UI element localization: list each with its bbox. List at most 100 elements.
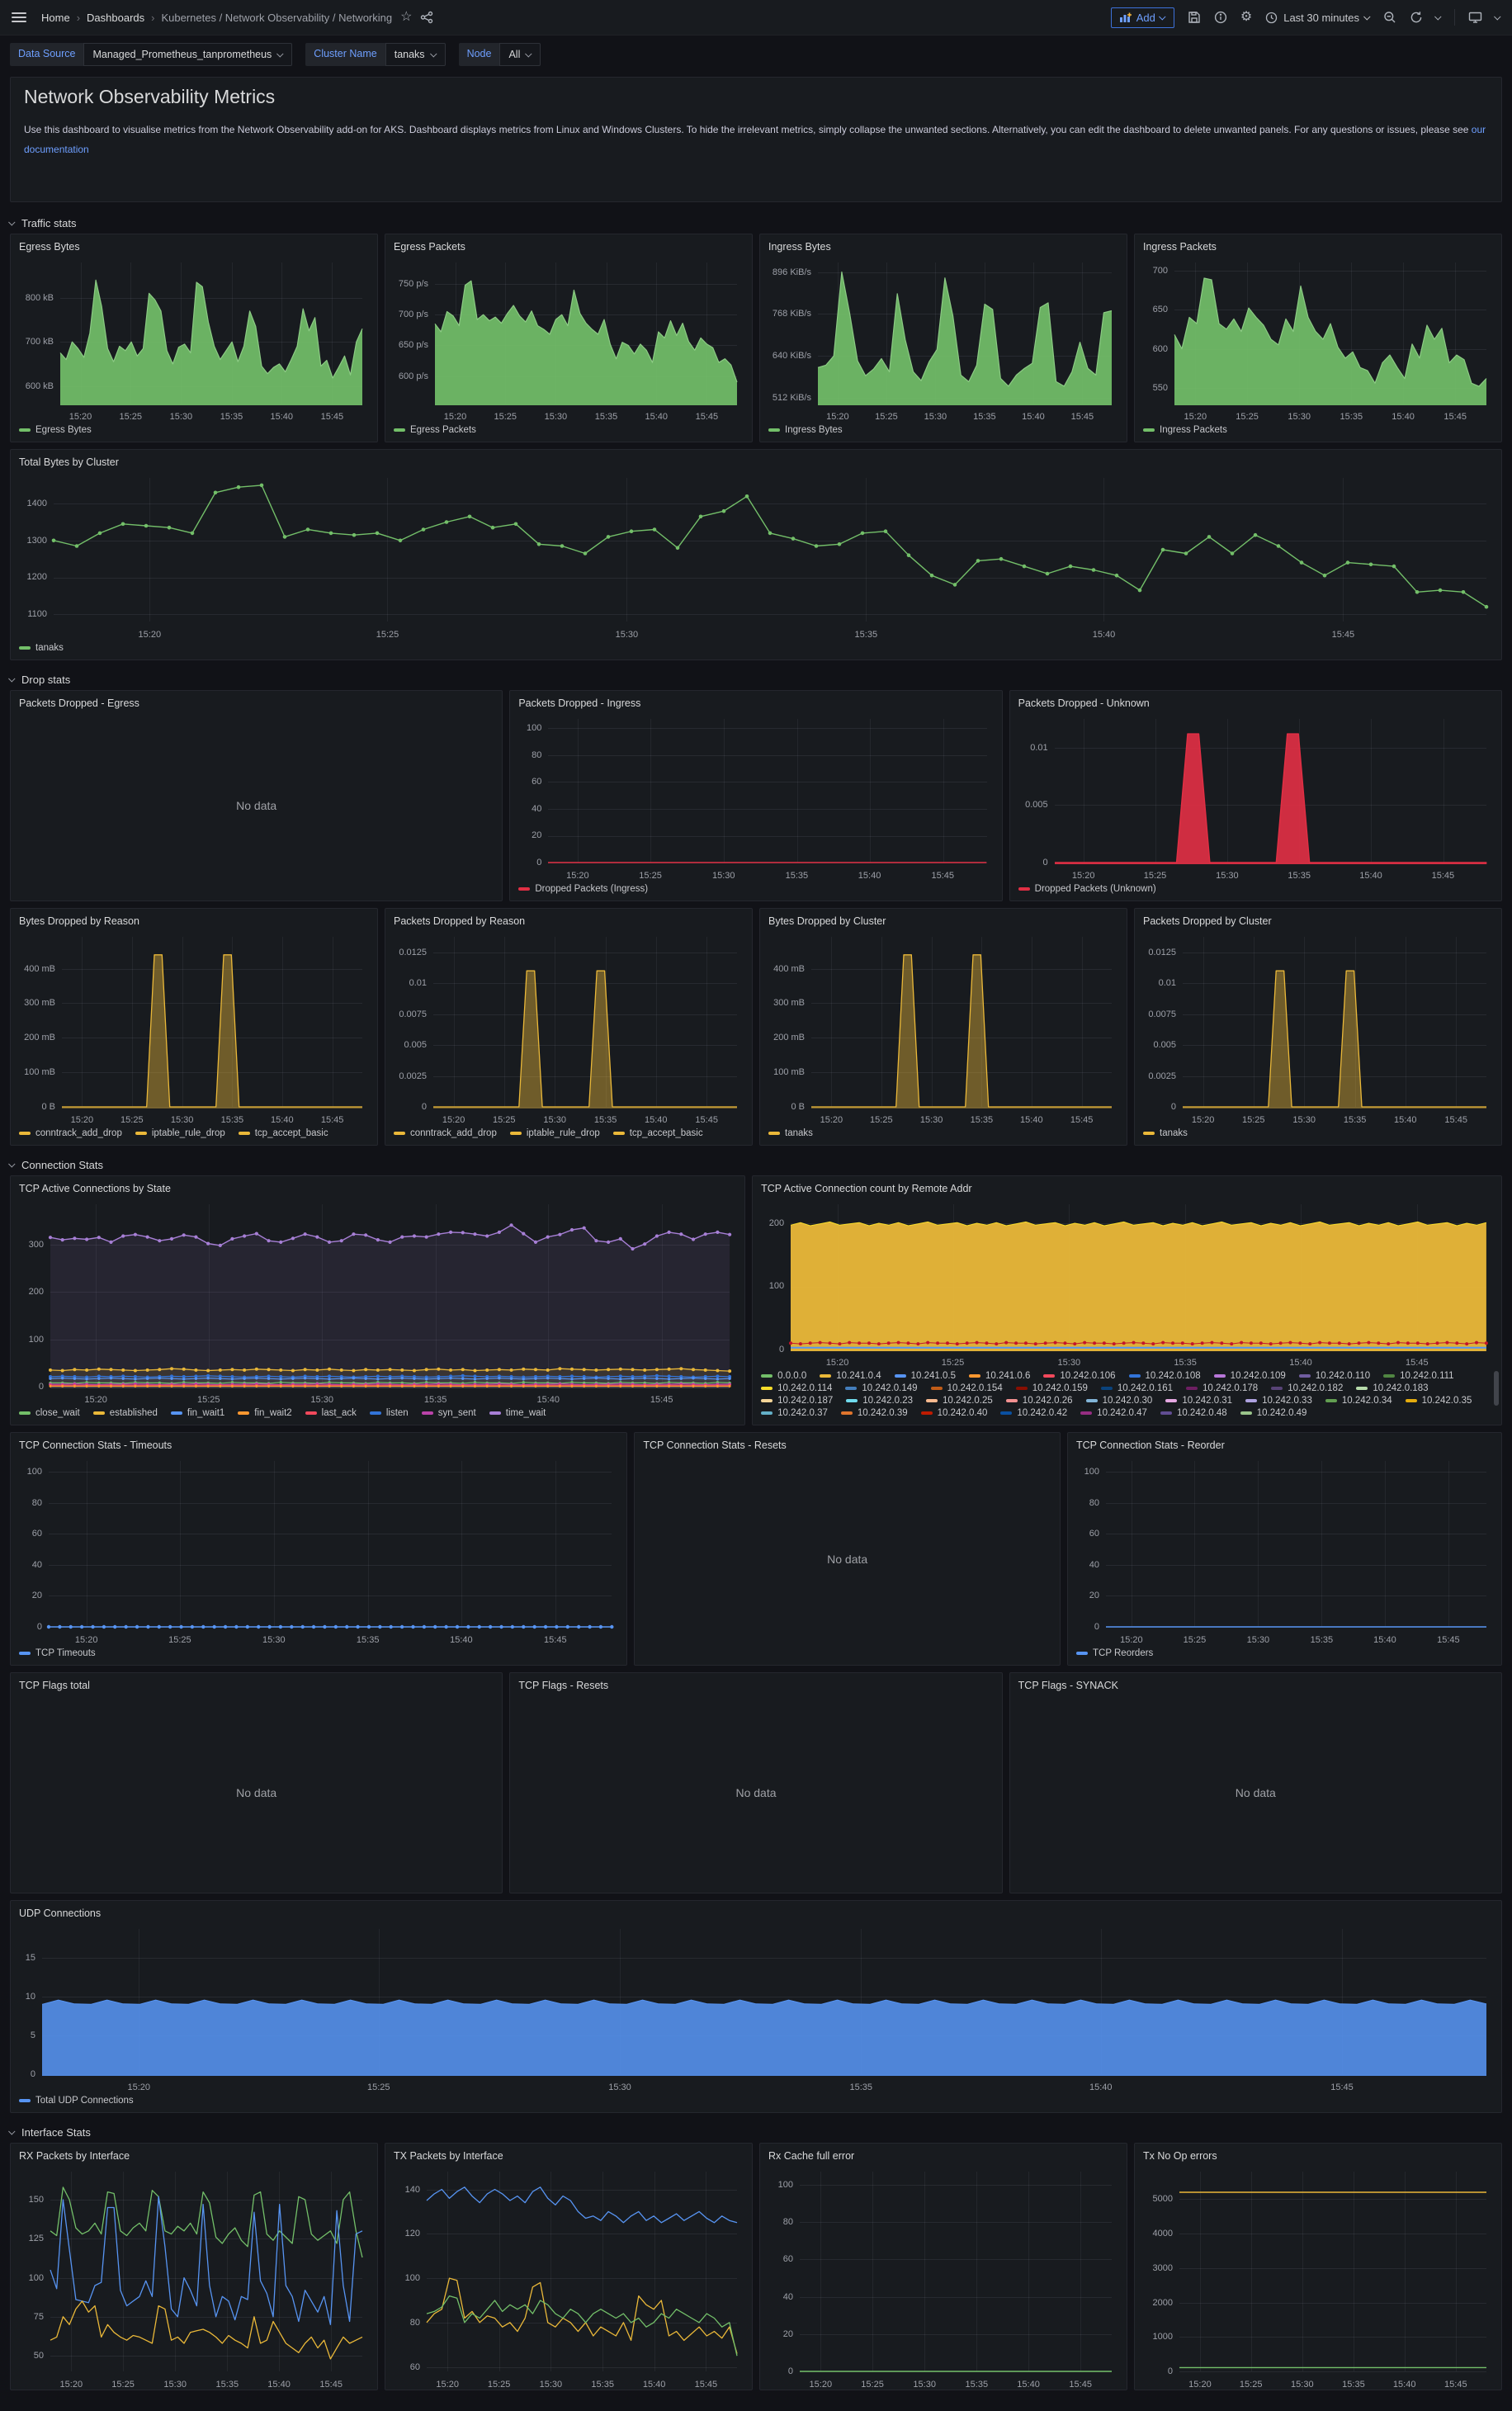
cluster-name-select[interactable]: tanaks <box>385 43 446 66</box>
legend-item[interactable]: 10.242.0.35 <box>1405 1396 1472 1406</box>
legend-item[interactable]: conntrack_add_drop <box>19 1128 122 1138</box>
panel-title[interactable]: TCP Flags - SYNACK <box>1018 1680 1118 1691</box>
legend-item[interactable]: TCP Reorders <box>1076 1648 1153 1658</box>
legend-item[interactable]: 10.242.0.182 <box>1271 1383 1343 1393</box>
plot-region[interactable] <box>426 2172 738 2371</box>
plot-region[interactable] <box>800 2172 1112 2372</box>
legend-item[interactable]: 10.241.0.6 <box>969 1371 1030 1381</box>
plot-region[interactable] <box>51 478 1489 622</box>
legend-item[interactable]: iptable_rule_drop <box>509 1128 600 1138</box>
legend-item[interactable]: Ingress Packets <box>1143 425 1227 435</box>
legend-item[interactable]: time_wait <box>489 1408 546 1418</box>
data-source-select[interactable]: Managed_Prometheus_tanprometheus <box>83 43 293 66</box>
chart-plot-area[interactable]: 0 B 100 mB 200 mB 300 mB 400 mB 15:20 15:25 15:… <box>767 930 1120 1125</box>
chart-plot-area[interactable]: 0 5 10 15 15:20 15:25 15:30 15:35 15:40 15:45 <box>17 1922 1495 2092</box>
legend-item[interactable]: 10.242.0.49 <box>1240 1408 1306 1418</box>
legend-item[interactable]: 10.242.0.34 <box>1325 1396 1392 1406</box>
menu-icon[interactable] <box>12 12 26 22</box>
section-drop-stats[interactable]: Drop stats <box>0 667 1512 690</box>
legend-item[interactable]: 10.241.0.4 <box>820 1371 881 1381</box>
refresh-icon[interactable] <box>1410 11 1423 24</box>
panel-title[interactable]: TX Packets by Interface <box>394 2150 503 2162</box>
legend-item[interactable]: tanaks <box>768 1128 813 1138</box>
legend-item[interactable]: conntrack_add_drop <box>394 1128 497 1138</box>
legend-item[interactable]: tcp_accept_basic <box>612 1128 703 1138</box>
legend-item[interactable]: syn_sent <box>421 1408 476 1418</box>
legend-item[interactable]: 10.242.0.106 <box>1043 1371 1116 1381</box>
panel-title[interactable]: Bytes Dropped by Cluster <box>768 915 886 927</box>
panel-title[interactable]: TCP Active Connection count by Remote Ad… <box>761 1183 972 1194</box>
legend-item[interactable]: 10.242.0.23 <box>846 1396 913 1406</box>
legend-item[interactable]: 10.242.0.40 <box>920 1408 987 1418</box>
legend-item[interactable]: 0.0.0.0 <box>761 1371 806 1381</box>
node-select[interactable]: All <box>499 43 541 66</box>
panel-title[interactable]: Egress Bytes <box>19 241 80 253</box>
legend-item[interactable]: iptable_rule_drop <box>135 1128 225 1138</box>
section-traffic-stats[interactable]: Traffic stats <box>0 210 1512 234</box>
legend-item[interactable]: 10.242.0.109 <box>1213 1371 1286 1381</box>
plot-region[interactable] <box>1054 719 1486 864</box>
legend-item[interactable]: tanaks <box>1143 1128 1188 1138</box>
legend-item[interactable]: tcp_accept_basic <box>238 1128 328 1138</box>
legend-item[interactable]: TCP Timeouts <box>19 1648 96 1658</box>
legend-item[interactable]: 10.242.0.48 <box>1160 1408 1227 1418</box>
legend-item[interactable]: fin_wait1 <box>170 1408 224 1418</box>
kiosk-caret-icon[interactable] <box>1494 13 1501 21</box>
legend-item[interactable]: 10.242.0.42 <box>1000 1408 1067 1418</box>
legend-item[interactable]: Dropped Packets (Unknown) <box>1018 884 1156 894</box>
legend-item[interactable]: 10.242.0.149 <box>845 1383 918 1393</box>
plot-region[interactable] <box>1106 1461 1486 1628</box>
plot-region[interactable] <box>62 937 362 1109</box>
chart-plot-area[interactable]: 0 0.0025 0.005 0.0075 0.01 0.0125 15:20 15:25 15… <box>392 930 745 1125</box>
chart-plot-area[interactable]: 512 KiB/s 640 KiB/s 768 KiB/s 896 KiB/s 15:2… <box>767 256 1120 422</box>
share-icon[interactable] <box>420 11 433 24</box>
chart-plot-area[interactable]: 600 p/s 650 p/s 700 p/s 750 p/s 15:20 15:25 15… <box>392 256 745 422</box>
legend-item[interactable]: last_ack <box>305 1408 357 1418</box>
chart-plot-area[interactable]: 0 0.0025 0.005 0.0075 0.01 0.0125 15:20 15:25 15… <box>1141 930 1495 1125</box>
breadcrumb-dashboards[interactable]: Dashboards <box>87 11 145 24</box>
legend-item[interactable]: close_wait <box>19 1408 80 1418</box>
chart-plot-area[interactable]: 0 1000 2000 3000 4000 5000 15:20 15:25 15:30 15:3… <box>1141 2165 1495 2390</box>
panel-title[interactable]: TCP Connection Stats - Resets <box>643 1440 787 1451</box>
legend-item[interactable]: 10.242.0.47 <box>1080 1408 1147 1418</box>
panel-title[interactable]: Rx Cache full error <box>768 2150 855 2162</box>
legend-item[interactable]: established <box>92 1408 158 1418</box>
panel-title[interactable]: TCP Connection Stats - Reorder <box>1076 1440 1225 1451</box>
time-range-picker[interactable]: Last 30 minutes <box>1265 12 1371 24</box>
legend-item[interactable]: 10.242.0.39 <box>840 1408 908 1418</box>
zoom-out-icon[interactable] <box>1383 11 1396 24</box>
plot-region[interactable] <box>1183 937 1486 1109</box>
add-button[interactable]: Add <box>1110 7 1174 28</box>
section-connection-stats[interactable]: Connection Stats <box>0 1152 1512 1175</box>
chart-plot-area[interactable]: 600 kB 700 kB 800 kB 15:20 15:25 15:30 15:35 15… <box>17 256 371 422</box>
panel-title[interactable]: Tx No Op errors <box>1143 2150 1217 2162</box>
plot-region[interactable] <box>434 262 738 405</box>
legend-item[interactable]: 10.242.0.161 <box>1100 1383 1173 1393</box>
chart-plot-area[interactable]: 0 20 40 60 80 100 15:20 15:25 15:30 15:35 15:40 15:… <box>767 2165 1120 2390</box>
plot-region[interactable] <box>433 937 737 1109</box>
chart-plot-area[interactable]: 0 20 40 60 80 100 15:20 15:25 15:30 15:35 15:40 15:… <box>1075 1454 1495 1645</box>
panel-title[interactable]: Packets Dropped by Reason <box>394 915 526 927</box>
panel-title[interactable]: Bytes Dropped by Reason <box>19 915 139 927</box>
panel-title[interactable]: Packets Dropped - Egress <box>19 697 139 709</box>
chart-plot-area[interactable]: 0 20 40 60 80 100 15:20 15:25 15:30 15:35 15:40 15:… <box>517 712 995 881</box>
refresh-interval-caret-icon[interactable] <box>1434 13 1442 21</box>
save-icon[interactable] <box>1188 11 1201 24</box>
legend-item[interactable]: 10.242.0.114 <box>761 1383 832 1393</box>
plot-region[interactable] <box>548 719 987 863</box>
panel-title[interactable]: Packets Dropped - Unknown <box>1018 697 1150 709</box>
plot-region[interactable] <box>789 1204 1488 1351</box>
plot-region[interactable] <box>50 2172 363 2371</box>
legend-item[interactable]: 10.242.0.111 <box>1383 1371 1454 1381</box>
section-interface-stats[interactable]: Interface Stats <box>0 2120 1512 2143</box>
legend-item[interactable]: 10.242.0.159 <box>1015 1383 1088 1393</box>
plot-region[interactable] <box>48 1204 732 1388</box>
chart-plot-area[interactable]: 0 100 200 15:20 15:25 15:30 15:35 15:40 15:45 <box>759 1198 1495 1368</box>
legend-item[interactable]: Ingress Bytes <box>768 425 843 435</box>
panel-title[interactable]: TCP Flags - Resets <box>518 1680 609 1691</box>
legend-item[interactable]: Egress Bytes <box>19 425 92 435</box>
chart-plot-area[interactable]: 60 80 100 120 140 15:20 15:25 15:30 15:35 15:40 15… <box>392 2165 745 2390</box>
legend-item[interactable]: 10.242.0.33 <box>1245 1396 1312 1406</box>
legend-item[interactable]: 10.242.0.154 <box>930 1383 1003 1393</box>
legend-item[interactable]: 10.242.0.108 <box>1128 1371 1201 1381</box>
